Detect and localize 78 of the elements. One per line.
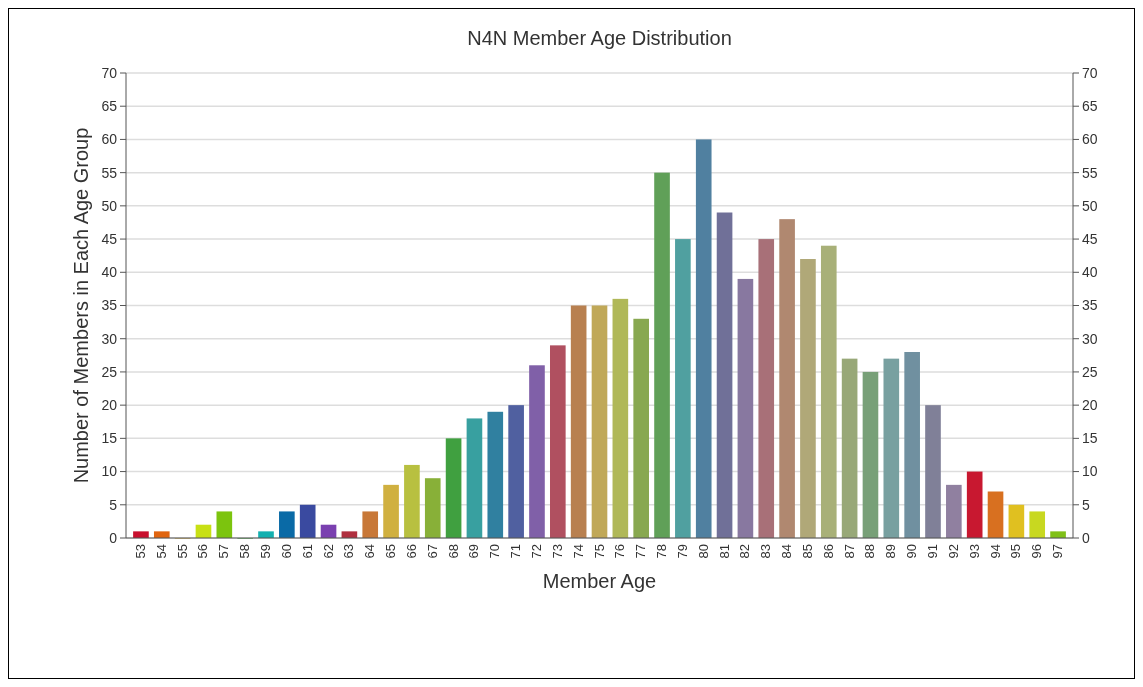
x-tick-label: 92 — [945, 544, 961, 559]
x-tick-label: 59 — [258, 544, 273, 559]
y-tick-label: 10 — [101, 463, 118, 480]
y2-tick-label: 55 — [1082, 164, 1098, 181]
x-tick-label: 54 — [153, 544, 169, 559]
y-axis-title: Number of Members in Each Age Group — [70, 127, 92, 484]
y-tick-label: 40 — [101, 264, 118, 281]
x-tick-label: 63 — [341, 544, 357, 559]
x-tick-label: 66 — [403, 544, 419, 559]
x-tick-label: 58 — [237, 544, 253, 559]
y2-tick-label: 65 — [1082, 98, 1098, 115]
y-tick-label: 15 — [101, 430, 118, 447]
x-tick-label: 80 — [695, 544, 711, 559]
y-tick-label: 65 — [101, 98, 118, 115]
y2-tick-label: 45 — [1082, 230, 1098, 247]
x-tick-label: 85 — [799, 544, 815, 559]
x-tick-label: 69 — [466, 544, 482, 559]
chart-title: N4N Member Age Distribution — [467, 27, 732, 49]
y2-tick-label: 15 — [1082, 430, 1098, 447]
x-tick-label: 91 — [925, 544, 940, 559]
x-axis-title: Member Age — [542, 570, 657, 592]
x-tick-label: 93 — [966, 544, 982, 559]
x-tick-label: 61 — [299, 544, 315, 559]
x-tick-label: 65 — [383, 544, 399, 559]
x-tick-label: 83 — [758, 544, 774, 559]
y2-tick-label: 10 — [1082, 463, 1098, 480]
x-tick-label: 57 — [216, 544, 232, 559]
x-tick-label: 60 — [278, 544, 294, 559]
y-tick-label: 35 — [101, 297, 118, 314]
y2-tick-label: 50 — [1082, 197, 1098, 214]
y2-tick-label: 70 — [1082, 64, 1098, 81]
x-tick-label: 67 — [424, 544, 440, 559]
y-tick-label: 20 — [101, 397, 118, 414]
y-tick-label: 5 — [109, 496, 118, 513]
x-tick-label: 90 — [904, 544, 920, 559]
y-tick-label: 45 — [101, 230, 118, 247]
y2-tick-label: 60 — [1082, 131, 1098, 148]
y2-tick-label: 0 — [1082, 529, 1090, 546]
x-tick-label: 94 — [987, 544, 1003, 559]
y-tick-label: 50 — [101, 197, 118, 214]
y-tick-label: 25 — [101, 363, 118, 380]
x-tick-label: 77 — [633, 544, 649, 559]
x-tick-label: 70 — [487, 544, 503, 559]
x-tick-label: 79 — [674, 544, 690, 559]
y2-tick-label: 25 — [1082, 363, 1098, 380]
x-tick-label: 88 — [862, 544, 878, 559]
y2-tick-label: 20 — [1082, 397, 1098, 414]
x-tick-label: 56 — [195, 544, 211, 559]
x-tick-label: 97 — [1050, 544, 1066, 559]
x-tick-label: 72 — [528, 544, 544, 559]
x-tick-label: 74 — [570, 544, 586, 559]
y-tick-label: 30 — [101, 330, 118, 347]
x-tick-label: 78 — [654, 544, 670, 559]
x-tick-label: 96 — [1029, 544, 1045, 559]
x-tick-label: 55 — [174, 544, 190, 559]
y-tick-label: 0 — [109, 529, 118, 546]
x-tick-label: 82 — [737, 544, 753, 559]
y2-tick-label: 5 — [1082, 496, 1090, 513]
x-tick-label: 84 — [779, 544, 795, 559]
y2-tick-label: 30 — [1082, 330, 1098, 347]
x-tick-label: 76 — [612, 544, 628, 559]
x-tick-label: 53 — [132, 544, 148, 559]
x-tick-label: 73 — [549, 544, 565, 559]
y-tick-label: 55 — [101, 164, 118, 181]
y-tick-label: 60 — [101, 131, 118, 148]
x-tick-label: 89 — [883, 544, 899, 559]
x-tick-label: 86 — [820, 544, 836, 559]
y2-tick-label: 35 — [1082, 297, 1098, 314]
x-tick-label: 75 — [591, 544, 607, 559]
x-tick-label: 68 — [445, 544, 461, 559]
y-tick-label: 70 — [101, 64, 118, 81]
x-tick-label: 81 — [716, 544, 732, 559]
x-tick-label: 95 — [1008, 544, 1024, 559]
x-tick-label: 71 — [508, 544, 524, 559]
x-tick-label: 62 — [320, 544, 336, 559]
y2-tick-label: 40 — [1082, 264, 1098, 281]
x-tick-label: 64 — [362, 544, 378, 559]
x-tick-label: 87 — [841, 544, 857, 559]
